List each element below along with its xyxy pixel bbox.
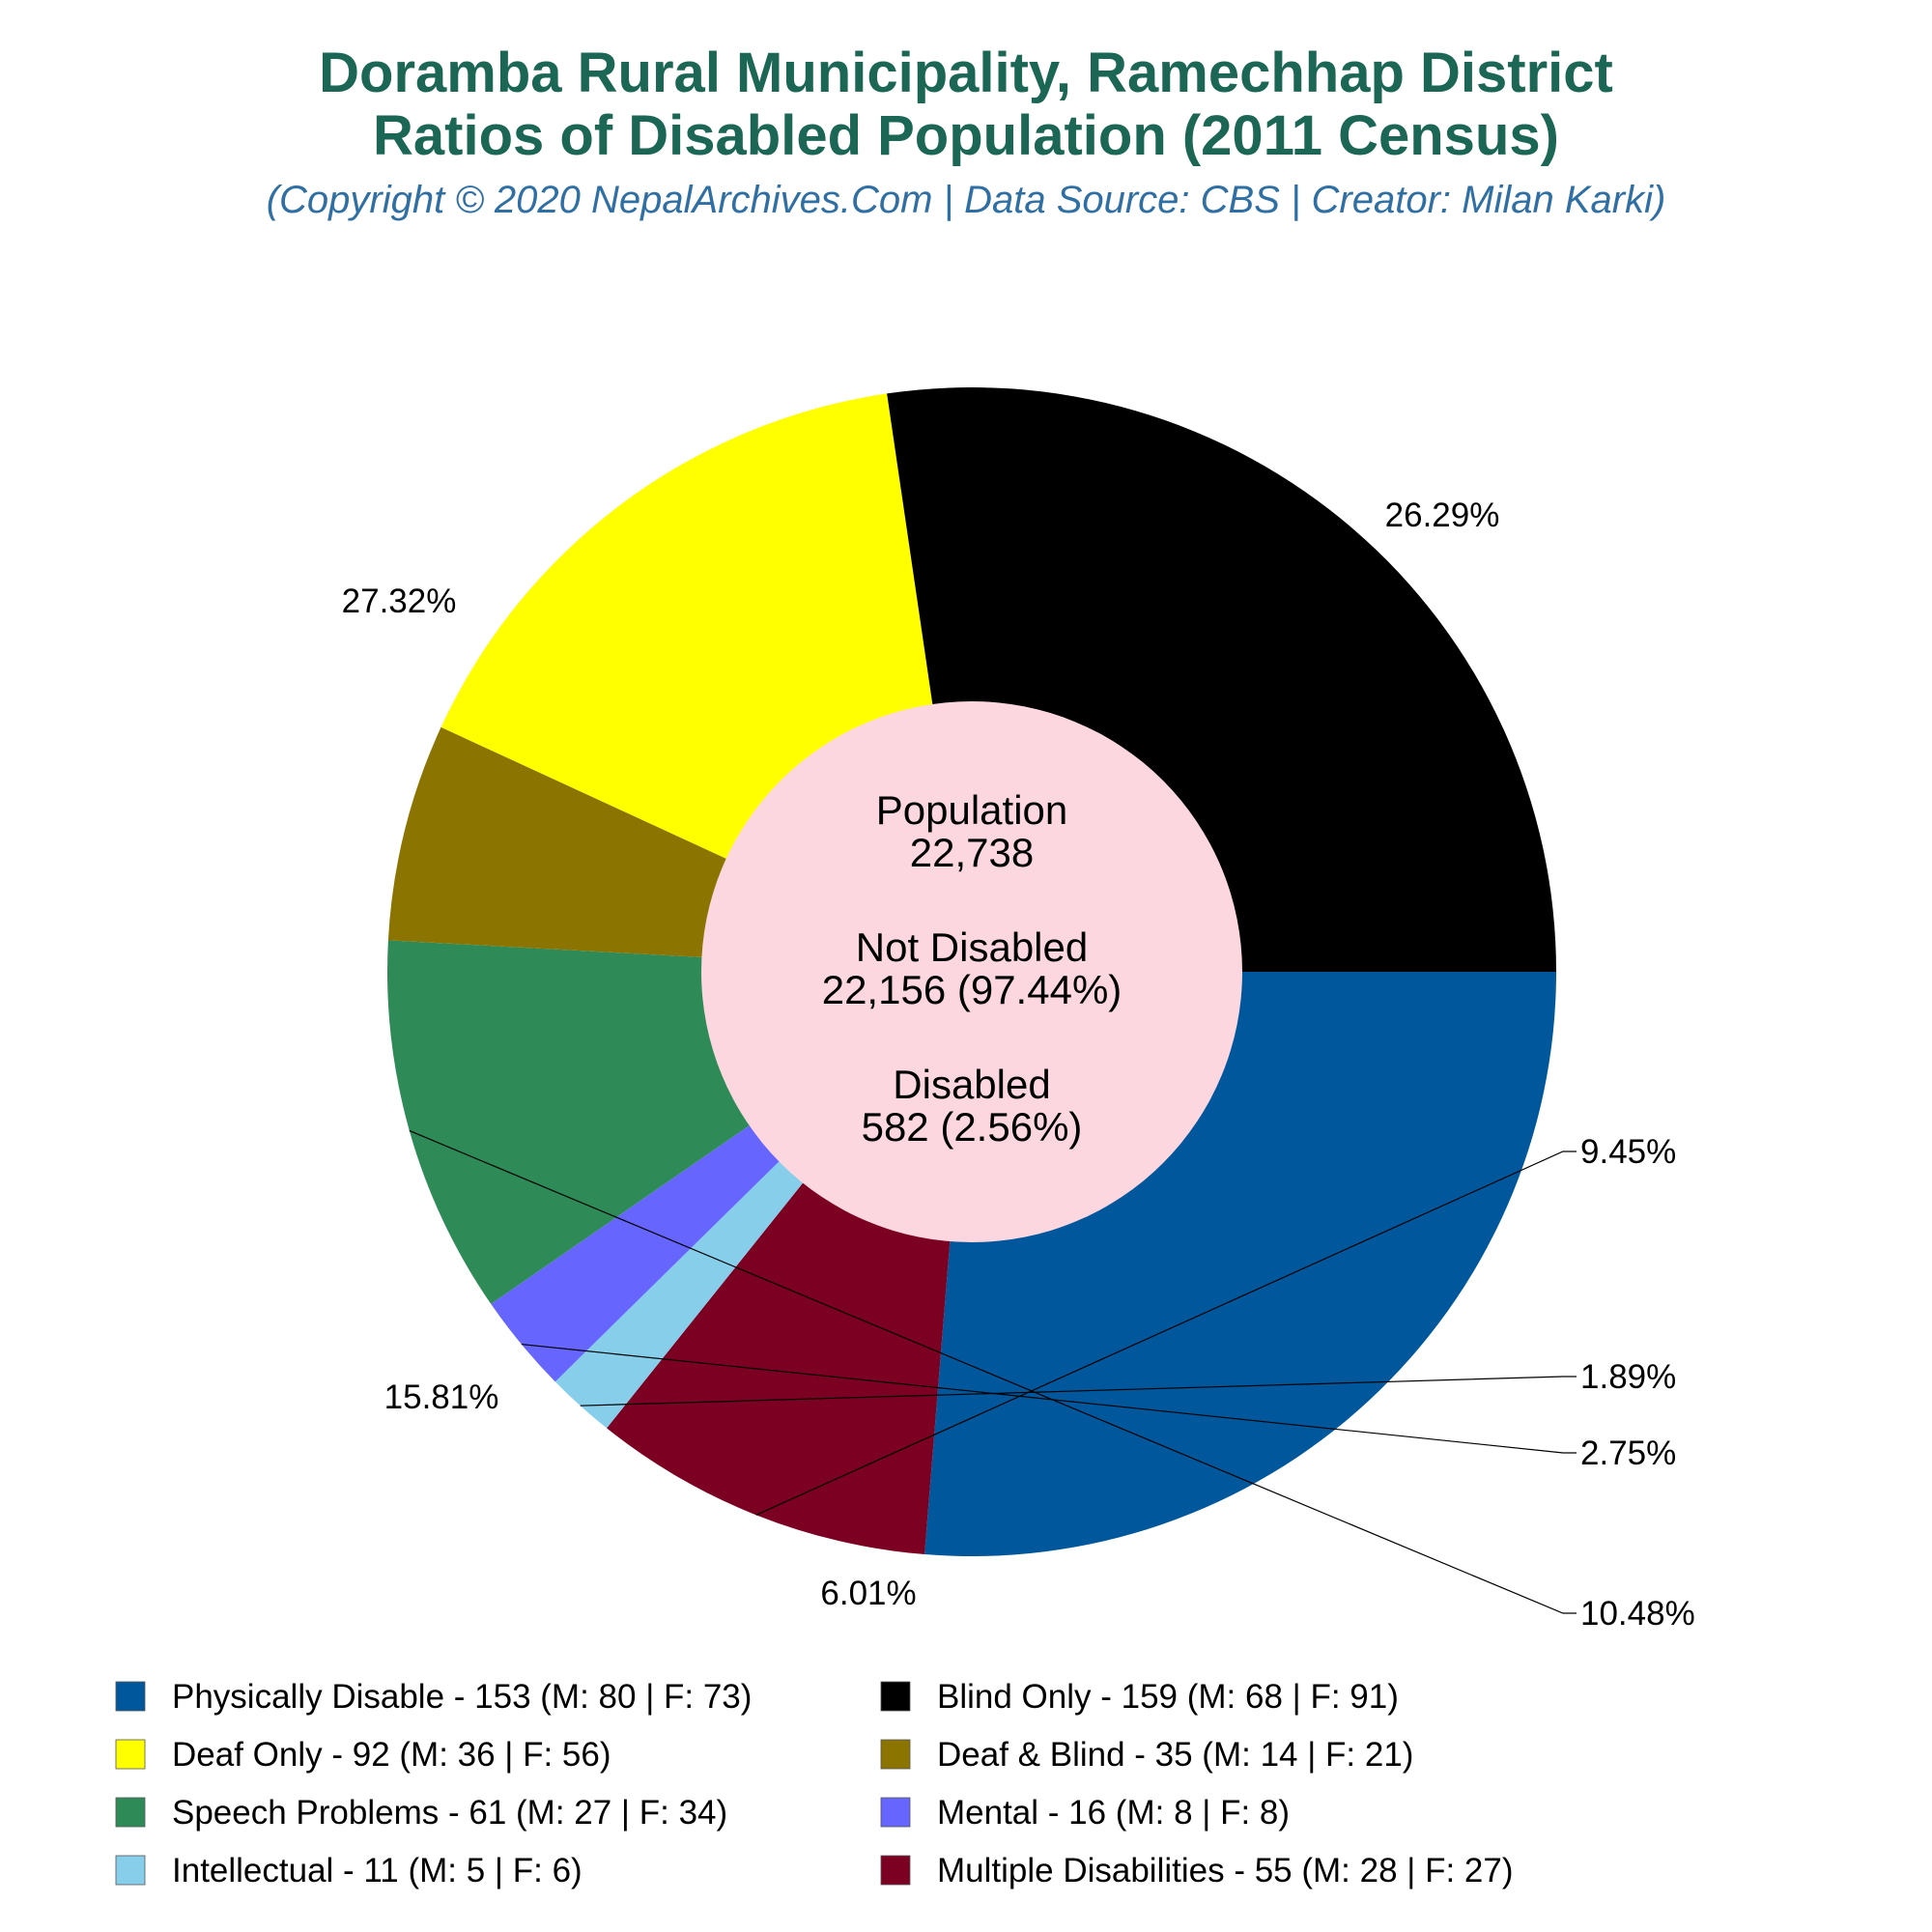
legend-swatch-deaf-only bbox=[115, 1739, 146, 1770]
percent-label-mental: 2.75% bbox=[1580, 1435, 1676, 1472]
center-disabled-label: Disabled bbox=[893, 1062, 1050, 1107]
percent-label-blind-only: 27.32% bbox=[342, 582, 457, 620]
legend-label-deaf-only: Deaf Only - 92 (M: 36 | F: 56) bbox=[172, 1736, 611, 1774]
center-population-label: Population bbox=[876, 787, 1068, 833]
legend-label-intellectual: Intellectual - 11 (M: 5 | F: 6) bbox=[172, 1852, 582, 1889]
legend-label-deaf-blind: Deaf & Blind - 35 (M: 14 | F: 21) bbox=[937, 1736, 1413, 1774]
legend-swatch-deaf-blind bbox=[880, 1739, 911, 1770]
percent-label-physically-disable: 26.29% bbox=[1385, 497, 1500, 534]
leader-line-mental bbox=[521, 1343, 1577, 1454]
legend-swatch-multiple-disabilities bbox=[880, 1855, 911, 1886]
chart-subtitle: (Copyright © 2020 NepalArchives.Com | Da… bbox=[267, 179, 1666, 221]
percent-labels: 26.29% 9.45% 1.89% 2.75% 10.48% 6.01% 15.81% 27… bbox=[342, 497, 1695, 1633]
center-population-value: 22,738 bbox=[910, 830, 1034, 875]
chart-title-line2: Ratios of Disabled Population (2011 Cens… bbox=[373, 104, 1559, 167]
label-leader-lines bbox=[409, 1129, 1577, 1614]
percent-label-speech-problems: 10.48% bbox=[1580, 1595, 1695, 1633]
legend-label-blind-only: Blind Only - 159 (M: 68 | F: 91) bbox=[937, 1678, 1399, 1716]
legend-label-mental: Mental - 16 (M: 8 | F: 8) bbox=[937, 1794, 1290, 1832]
legend-label-speech-problems: Speech Problems - 61 (M: 27 | F: 34) bbox=[172, 1794, 727, 1832]
percent-label-deaf-blind: 6.01% bbox=[820, 1575, 916, 1612]
legend: Physically Disable - 153 (M: 80 | F: 73)… bbox=[115, 1678, 1514, 1889]
legend-swatch-blind-only bbox=[880, 1681, 911, 1712]
percent-label-intellectual: 1.89% bbox=[1580, 1358, 1676, 1396]
center-not-disabled-value: 22,156 (97.44%) bbox=[822, 967, 1122, 1012]
center-not-disabled-label: Not Disabled bbox=[856, 924, 1088, 970]
leader-line-intellectual bbox=[580, 1376, 1577, 1406]
percent-label-deaf-only: 15.81% bbox=[384, 1378, 499, 1416]
percent-label-multiple-disabilities: 9.45% bbox=[1580, 1133, 1676, 1171]
leader-line-multiple-disabilities bbox=[755, 1151, 1577, 1516]
legend-swatch-mental bbox=[880, 1797, 911, 1828]
legend-label-multiple-disabilities: Multiple Disabilities - 55 (M: 28 | F: 2… bbox=[937, 1852, 1514, 1889]
legend-swatch-speech-problems bbox=[115, 1797, 146, 1828]
legend-swatch-physically-disable bbox=[115, 1681, 146, 1712]
legend-label-physically-disable: Physically Disable - 153 (M: 80 | F: 73) bbox=[172, 1678, 752, 1716]
leader-line-speech-problems bbox=[409, 1129, 1577, 1614]
chart-title-line1: Doramba Rural Municipality, Ramechhap Di… bbox=[319, 42, 1613, 104]
legend-swatch-intellectual bbox=[115, 1855, 146, 1886]
center-hole bbox=[701, 701, 1242, 1242]
center-disabled-value: 582 (2.56%) bbox=[862, 1104, 1083, 1150]
